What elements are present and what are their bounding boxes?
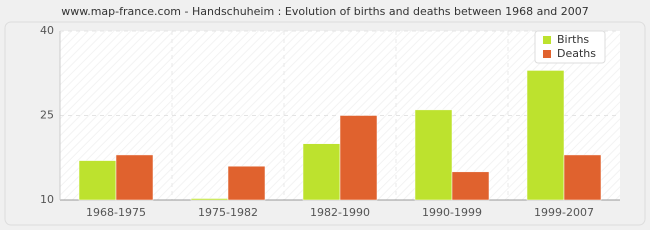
bar (190, 198, 229, 201)
y-tick-label: 40 (40, 24, 54, 37)
x-tick-label: 1999-2007 (534, 206, 594, 219)
bar (115, 154, 154, 201)
bar (526, 70, 565, 201)
legend-label: Births (557, 33, 589, 46)
x-tick-label: 1990-1999 (422, 206, 482, 219)
bar (227, 165, 266, 201)
bar (78, 160, 117, 201)
bar (563, 154, 602, 201)
legend-swatch (543, 50, 551, 58)
legend-swatch (543, 36, 551, 44)
y-tick-label: 10 (40, 193, 54, 206)
legend-label: Deaths (557, 47, 596, 60)
x-tick-label: 1982-1990 (310, 206, 370, 219)
bar (414, 109, 453, 201)
bar (339, 115, 378, 201)
bar (302, 143, 341, 201)
y-tick-label: 25 (40, 109, 54, 122)
x-tick-label: 1968-1975 (86, 206, 146, 219)
legend-box (534, 30, 606, 64)
chart: www.map-france.com - Handschuheim : Evol… (0, 0, 650, 230)
chart-title: www.map-france.com - Handschuheim : Evol… (61, 5, 589, 18)
bar (451, 171, 490, 201)
x-tick-label: 1975-1982 (198, 206, 258, 219)
